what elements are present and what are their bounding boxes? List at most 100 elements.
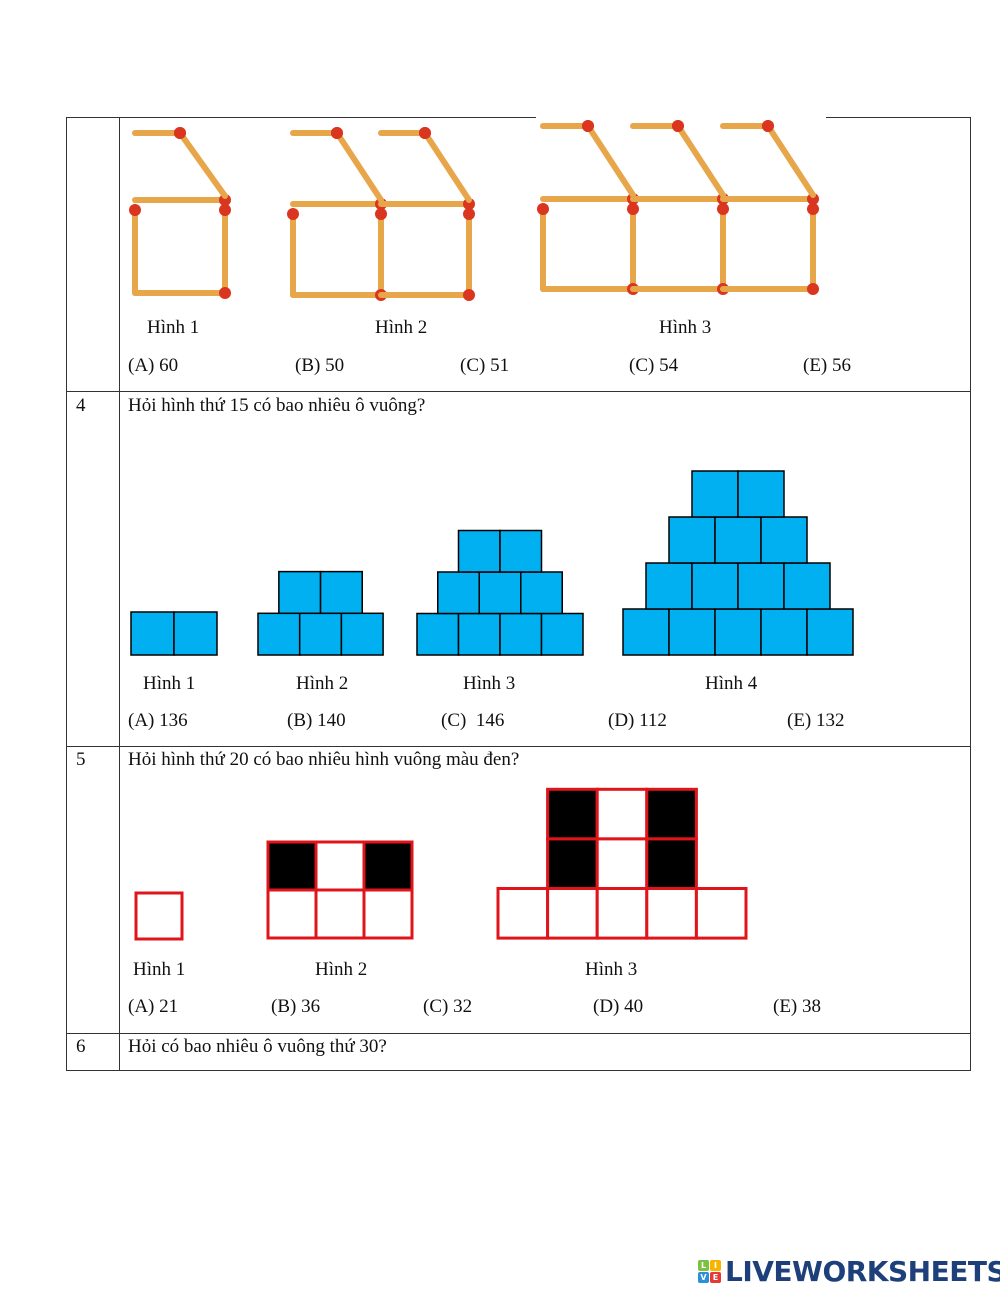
blue-square [173,611,218,656]
answer-option[interactable]: (A) 60 [128,355,179,376]
blue-square [714,516,762,564]
answer-option[interactable]: (D) 112 [608,710,667,731]
logo-text: LIVEWORKSHEETS [725,1255,1000,1288]
answer-option[interactable]: (B) 36 [271,996,321,1017]
blue-square [499,529,543,573]
question-number: 6 [76,1036,86,1057]
black-square [362,840,414,892]
blue-square [499,612,543,656]
figure-label: Hình 2 [315,959,368,980]
question-text: Hỏi hình thứ 15 có bao nhiêu ô vuông? [128,395,426,416]
logo-letter: I [710,1260,721,1271]
matchstick [765,123,816,198]
match-head [762,120,774,132]
blue-square [714,608,762,656]
blue-square [298,612,343,656]
match-head [331,127,343,139]
blue-square [437,571,480,615]
matchstick [585,123,636,198]
white-square [134,891,184,941]
match-head [219,287,231,299]
table-border-left [66,117,67,1071]
match-head [537,203,549,215]
match-head [717,203,729,215]
answer-option[interactable]: (E) 132 [787,710,845,731]
row-divider [66,391,971,392]
liveworksheets-logo: L I V E LIVEWORKSHEETS [698,1255,1000,1288]
blue-square [783,562,831,610]
figure-label: Hình 2 [296,673,349,694]
logo-letter: E [710,1272,721,1283]
question-text: Hỏi có bao nhiêu ô vuông thứ 30? [128,1036,387,1057]
answer-option[interactable]: (E) 38 [773,996,822,1017]
answer-option[interactable]: (C) 51 [460,355,510,376]
figure-label: Hình 3 [585,959,638,980]
blue-square [691,562,739,610]
answer-option[interactable]: (D) 40 [593,996,644,1017]
row-divider [66,1033,971,1034]
logo-letter: L [698,1260,709,1271]
white-square [266,888,318,940]
answer-option[interactable]: (C) 146 [441,710,505,731]
question-number: 4 [76,395,86,416]
blue-square [645,562,693,610]
answer-option[interactable]: (A) 21 [128,996,179,1017]
blue-square [257,612,301,656]
white-square [314,888,366,940]
matchstick [675,123,726,198]
blue-square [319,570,363,615]
match-head [627,203,639,215]
black-square [546,837,599,891]
match-head [419,127,431,139]
table-border-right [970,117,971,1071]
blue-square [806,608,854,656]
white-square [645,887,698,940]
white-square [362,888,414,940]
question-text: Hỏi hình thứ 20 có bao nhiêu hình vuông … [128,749,520,770]
answer-option[interactable]: (B) 50 [295,355,345,376]
match-head [672,120,684,132]
match-head [463,208,475,220]
black-square [546,787,599,841]
white-square [496,887,550,940]
question-number: 5 [76,749,86,770]
black-square [645,837,698,891]
blue-square [622,608,670,656]
white-square [595,887,649,940]
answer-option[interactable]: (A) 136 [128,710,188,731]
figure-label: Hình 4 [705,673,758,694]
black-square [266,840,318,892]
blue-square [691,470,739,518]
figure-label: Hình 1 [133,959,186,980]
match-head [219,204,231,216]
match-head [129,204,141,216]
matchstick [177,130,228,199]
figure-label: Hình 2 [375,317,428,338]
table-border-top [66,117,536,118]
logo-letter: V [698,1272,709,1283]
answer-option[interactable]: (B) 140 [287,710,346,731]
matchstick [422,130,472,203]
black-square [645,787,698,841]
figure-label: Hình 3 [463,673,516,694]
blue-square [737,470,785,518]
table-border-top-right [826,117,971,118]
white-square [595,837,649,891]
white-square [546,887,599,940]
blue-square [760,516,808,564]
white-square [694,887,748,940]
answer-option[interactable]: (E) 56 [803,355,852,376]
answer-option[interactable]: (C) 32 [423,996,473,1017]
answer-option[interactable]: (C) 54 [629,355,679,376]
match-head [375,208,387,220]
blue-square [668,516,716,564]
blue-square [416,612,460,656]
figure-label: Hình 1 [147,317,200,338]
white-square [595,787,649,841]
blue-square [278,570,322,615]
blue-square [540,612,584,656]
match-head [287,208,299,220]
match-head [463,198,475,210]
blue-square [760,608,808,656]
white-square [314,840,366,892]
